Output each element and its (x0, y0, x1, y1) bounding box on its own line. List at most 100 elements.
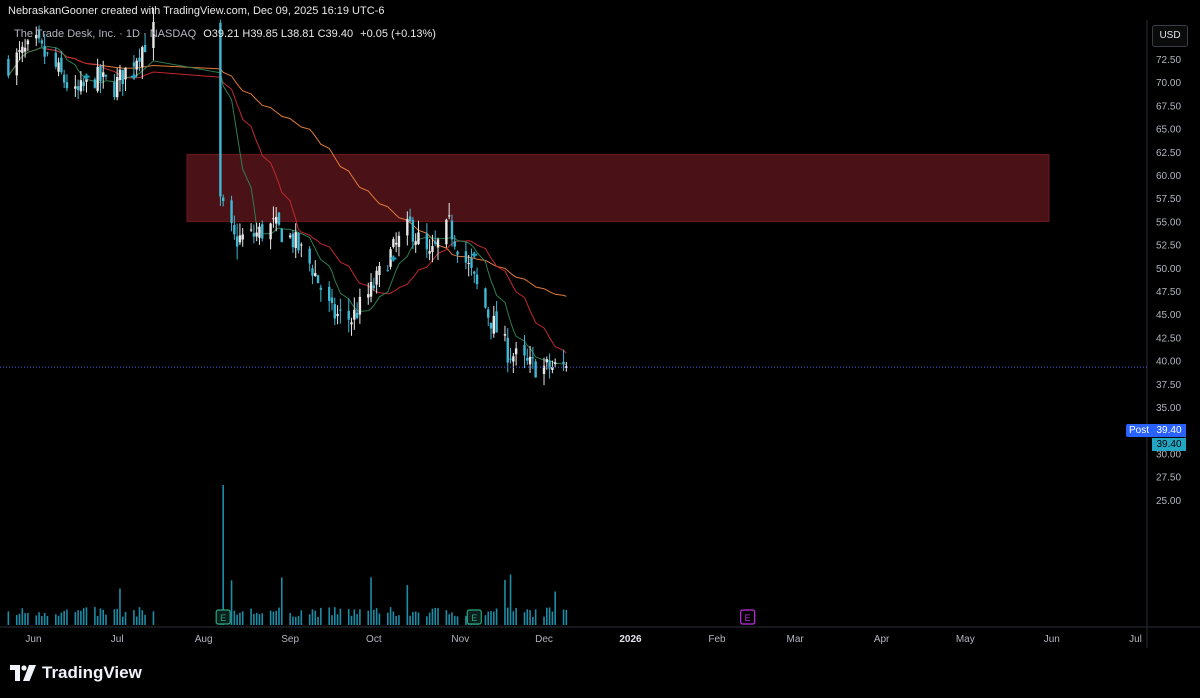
volume-bar (333, 607, 336, 625)
candle-body (54, 52, 57, 67)
volume-bar (233, 610, 236, 625)
candle-body (249, 229, 253, 231)
volume-bar (85, 607, 88, 625)
price-tick-label: 72.50 (1156, 55, 1181, 66)
time-tick-label: May (956, 634, 975, 645)
volume-bar (412, 611, 414, 625)
candle-body (18, 50, 21, 53)
symbol-legend[interactable]: The Trade Desk, Inc. · 1D · NASDAQ O39.2… (14, 28, 436, 40)
volume-bar (350, 615, 353, 625)
volume-bar (272, 611, 275, 625)
candle-body (96, 66, 99, 91)
candle-body (294, 232, 297, 249)
volume-bar (138, 607, 141, 625)
moving-average-mid (7, 47, 567, 354)
candle-body (124, 67, 127, 80)
time-tick-label: 2026 (619, 634, 642, 645)
volume-bar (378, 613, 381, 625)
volume-bar (133, 610, 135, 625)
candle-body (425, 233, 429, 250)
volume-bar (367, 610, 370, 625)
price-tick-label: 27.50 (1156, 473, 1181, 484)
currency-button[interactable]: USD (1152, 25, 1188, 47)
volume-bar (406, 585, 409, 625)
candle-body (113, 82, 116, 98)
candle-body (233, 225, 236, 235)
signal-marker (130, 73, 137, 80)
time-tick-label: Apr (874, 634, 890, 645)
time-tick-label: Jun (1044, 634, 1060, 645)
candle-body (21, 46, 24, 53)
volume-bar (487, 611, 490, 625)
volume-bar (373, 609, 375, 625)
volume-bar (289, 612, 291, 625)
candle-body (37, 30, 41, 39)
volume-bar (356, 614, 358, 625)
candle-body (99, 65, 102, 82)
signal-marker (83, 73, 90, 80)
volume-bar (484, 615, 487, 625)
candle-body (26, 40, 30, 45)
candle-body (277, 212, 281, 225)
volume-bar (551, 611, 554, 625)
earnings-marker[interactable]: E (466, 609, 482, 625)
signal-markers (83, 73, 478, 262)
candle-body (272, 218, 275, 220)
candle-body (141, 47, 144, 68)
volume-bar (152, 611, 155, 625)
volume-bar (236, 614, 238, 625)
candle-body (40, 40, 44, 44)
candle-body (274, 216, 278, 224)
volume-bar (66, 609, 68, 625)
candle-body (138, 57, 141, 62)
candle-body (447, 215, 451, 217)
volume-bar (495, 608, 498, 625)
candle-body (514, 348, 518, 355)
earnings-marker[interactable]: E (215, 609, 231, 625)
volume-bar (116, 608, 118, 625)
candle-body (492, 315, 496, 334)
volume-bar (46, 616, 49, 625)
candle-body (118, 69, 122, 80)
candle-body (102, 72, 105, 77)
price-tick-label: 67.50 (1156, 101, 1181, 112)
tradingview-logo[interactable]: TradingView (10, 663, 142, 683)
tradingview-brand: TradingView (42, 663, 142, 682)
candle-body (392, 239, 395, 248)
volume-bar (456, 616, 459, 625)
volume-bar (506, 607, 509, 625)
volume-bar (331, 615, 333, 625)
volume-bar (297, 615, 300, 625)
candle-body (411, 219, 415, 242)
candle-body (431, 246, 434, 253)
resistance-zone[interactable] (186, 154, 1050, 222)
candle-body (291, 233, 295, 248)
candle-body (330, 297, 334, 304)
candle-body (235, 236, 239, 247)
volume-bar (7, 611, 10, 625)
volume-bar (409, 615, 411, 625)
volume-bar (328, 607, 331, 625)
candle-body (367, 294, 370, 298)
candle-body (369, 281, 373, 297)
candle-body (238, 235, 242, 243)
volume-bar (339, 608, 342, 625)
candle-body (60, 57, 63, 73)
volume-bar (255, 612, 258, 625)
candle-body (375, 270, 378, 285)
candle-body (406, 219, 409, 236)
candle-body (143, 45, 147, 53)
candle-body (46, 52, 49, 54)
earnings-marker[interactable]: E (740, 609, 756, 625)
volume-bar (27, 613, 29, 625)
volume-bar (239, 612, 241, 625)
volume-bar (300, 610, 303, 625)
volume-bar (562, 609, 565, 625)
post-market-label: Post (1126, 424, 1152, 437)
candle-body (333, 304, 336, 319)
volume-bar (534, 609, 537, 625)
candle-body (57, 62, 60, 72)
time-tick-label: Dec (535, 634, 553, 645)
